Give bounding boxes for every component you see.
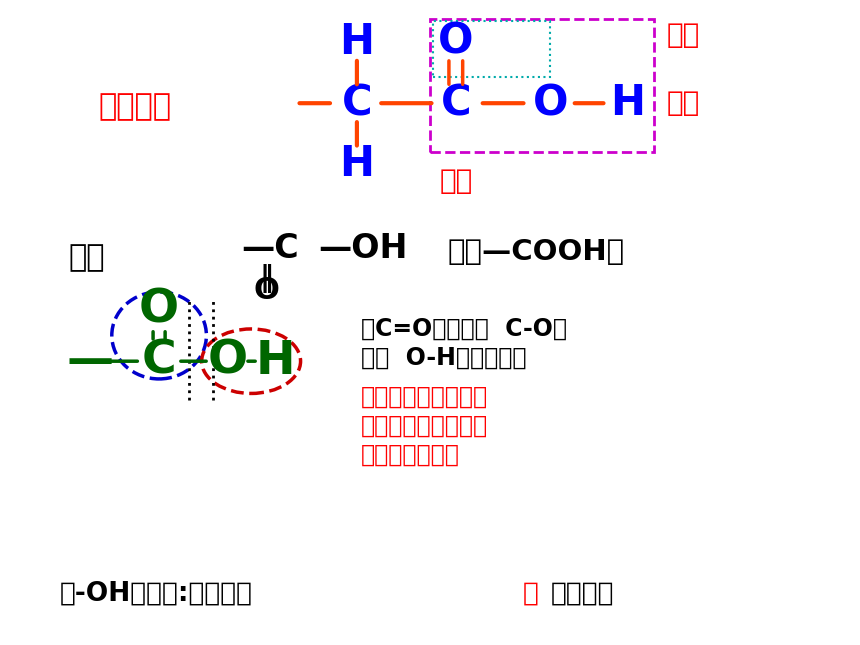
Text: 羟基: 羟基	[666, 89, 700, 117]
Text: 乙酸具有酸性。: 乙酸具有酸性。	[361, 442, 460, 467]
Text: 易断开。: 易断开。	[550, 580, 614, 606]
Text: —C: —C	[241, 232, 298, 265]
Text: H: H	[340, 21, 374, 63]
Text: O: O	[208, 339, 248, 384]
Text: H: H	[255, 339, 295, 384]
Text: O: O	[254, 276, 280, 304]
Text: H: H	[611, 82, 645, 124]
Text: O: O	[532, 82, 568, 124]
Text: 不: 不	[523, 580, 538, 606]
Text: 羧基: 羧基	[666, 21, 700, 50]
Text: ‖: ‖	[260, 264, 273, 293]
Text: 受-OH的影响:碳氧双键: 受-OH的影响:碳氧双键	[60, 580, 253, 606]
Text: —: —	[67, 339, 114, 384]
Text: 键、  O-H键更易断开: 键、 O-H键更易断开	[361, 346, 526, 370]
Text: 羰基: 羰基	[439, 166, 472, 195]
Text: 受C=O的影响：  C-O单: 受C=O的影响： C-O单	[361, 317, 568, 341]
Text: 当氢氧键断裂时，容: 当氢氧键断裂时，容	[361, 384, 488, 409]
Text: C: C	[341, 82, 372, 124]
Text: —OH: —OH	[318, 232, 408, 265]
Text: C: C	[440, 82, 471, 124]
Text: O: O	[438, 21, 474, 63]
Text: 羧基: 羧基	[69, 244, 105, 272]
Text: O: O	[139, 287, 179, 332]
Text: 易电离出氢离子，使: 易电离出氢离子，使	[361, 413, 488, 438]
Text: C: C	[142, 339, 176, 384]
Text: （或—COOH）: （或—COOH）	[447, 237, 624, 266]
Text: H: H	[340, 143, 374, 186]
Text: 官能团：: 官能团：	[99, 92, 172, 121]
